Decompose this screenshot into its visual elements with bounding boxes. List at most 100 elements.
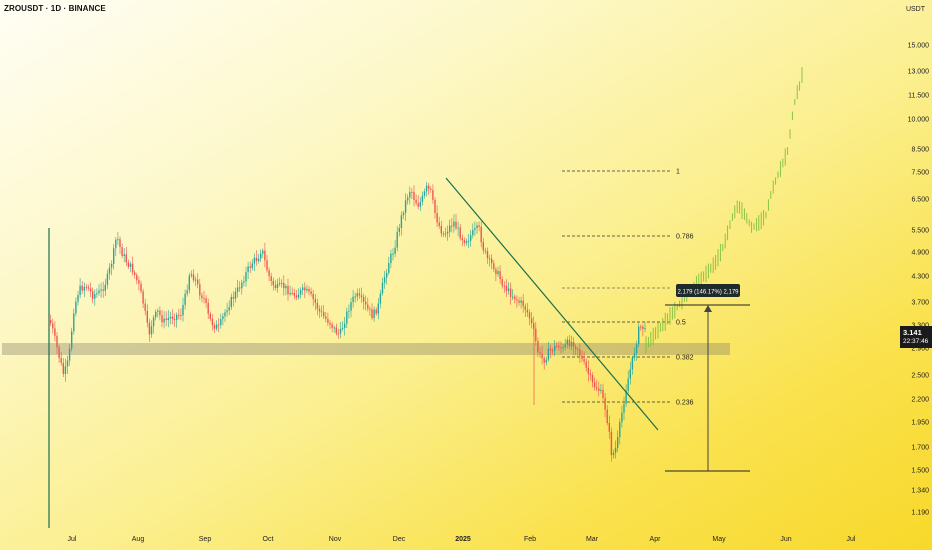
candle-body	[83, 286, 85, 291]
candle-body	[472, 229, 474, 236]
candle-body	[409, 191, 411, 198]
candle-body	[98, 290, 100, 294]
candle-body	[537, 340, 539, 353]
candle-body	[186, 290, 188, 294]
time-label: Aug	[131, 536, 145, 543]
candle-body	[247, 266, 249, 273]
candle-body	[606, 409, 608, 424]
candle-body	[335, 327, 337, 334]
candle-body	[373, 309, 375, 319]
time-label: Feb	[523, 536, 537, 543]
candle-body	[512, 296, 514, 298]
time-label: Jul	[67, 536, 77, 543]
candle-body	[58, 347, 60, 358]
candle-body	[568, 339, 571, 347]
candle-body	[461, 238, 463, 241]
candle-body	[245, 272, 247, 282]
candle-body	[375, 309, 377, 314]
symbol-title[interactable]: ZROUSDT · 1D · BINANCE	[4, 4, 106, 13]
candle-body	[474, 228, 476, 230]
candle-body	[621, 412, 623, 423]
candle-body	[190, 274, 193, 276]
candle-body	[446, 231, 449, 234]
candle-body	[337, 333, 340, 335]
price-range-measure[interactable]: 2.179 (146.17%) 2,179	[665, 284, 750, 472]
candle-body	[455, 221, 457, 229]
candle-body	[631, 357, 634, 370]
candle-body	[226, 310, 228, 313]
candle-body	[558, 346, 560, 348]
price-chart[interactable]: 1 0.786 0.5 0.382 0.236 2.179 (146.17%) 2,17…	[0, 0, 900, 532]
candle-body	[341, 327, 344, 329]
price-tick-label: 1.190	[911, 509, 929, 517]
candle-body	[449, 225, 451, 232]
candle-body	[211, 318, 214, 326]
time-label: Oct	[262, 536, 274, 543]
candle-body	[228, 307, 230, 311]
candle-body	[119, 239, 121, 248]
candle-body	[386, 272, 388, 278]
candle-body	[178, 314, 180, 316]
price-tick-label: 1.500	[911, 467, 929, 475]
candle-body	[640, 326, 642, 328]
fib-level-label: 0.236	[676, 400, 694, 407]
candle-body	[96, 293, 98, 295]
candle-body	[476, 225, 478, 229]
candle-body	[163, 318, 165, 323]
candle-body	[339, 328, 342, 334]
candle-body	[346, 311, 348, 324]
candle-body	[570, 342, 573, 347]
candle-body	[587, 367, 589, 374]
candle-body	[596, 387, 598, 389]
candle-body	[575, 346, 577, 349]
candle-body	[171, 316, 174, 320]
candle-body	[451, 225, 453, 227]
candle-body	[134, 272, 136, 275]
candle-body	[115, 239, 117, 249]
price-tick-label: 11.500	[908, 92, 929, 100]
price-tick-label: 1.700	[911, 444, 929, 452]
candle-body	[480, 226, 482, 243]
candle-body	[566, 339, 568, 345]
candle-body	[398, 227, 400, 233]
time-label: Jun	[780, 536, 792, 543]
price-tick-label: 3.300	[911, 322, 929, 330]
candle-body	[411, 191, 413, 193]
candle-body	[585, 361, 587, 368]
candle-body	[360, 295, 363, 298]
candle-body	[593, 382, 596, 388]
price-tick-label: 2.900	[911, 345, 929, 353]
fibonacci-retracement[interactable]: 1 0.786 0.5 0.382 0.236	[562, 169, 694, 407]
candle-body	[287, 285, 289, 295]
candle-body	[365, 301, 367, 305]
candle-body	[549, 348, 552, 351]
candle-body	[102, 289, 104, 291]
candle-body	[396, 232, 398, 248]
candle-body	[333, 327, 335, 329]
candle-body	[272, 280, 274, 286]
trendline[interactable]	[445, 177, 659, 431]
candle-body	[344, 323, 346, 328]
candle-body	[407, 197, 409, 201]
candle-body	[327, 318, 329, 323]
candle-body	[394, 247, 396, 254]
time-axis[interactable]: Jul Aug Sep Oct Nov Dec 2025 Feb Mar Apr May Jun Jul	[0, 532, 900, 550]
price-axis[interactable]: USDT 3.141 22:37:46 15.000 13.000 11.500 10…	[900, 0, 932, 550]
candle-body	[285, 285, 287, 289]
candle-body	[541, 353, 543, 359]
candle-body	[274, 285, 277, 288]
candle-body	[291, 292, 293, 294]
candle-body	[232, 296, 235, 299]
candle-body	[436, 213, 438, 223]
candle-body	[268, 270, 270, 277]
candle-body	[369, 308, 371, 310]
candle-body	[52, 323, 54, 329]
candle-body	[354, 296, 356, 298]
candle-body	[577, 348, 579, 350]
candle-body	[140, 283, 142, 292]
candle-body	[117, 239, 119, 241]
candle-body	[155, 311, 157, 318]
time-label: Mar	[585, 536, 599, 543]
candle-body	[467, 240, 470, 242]
candle-body	[318, 308, 321, 312]
